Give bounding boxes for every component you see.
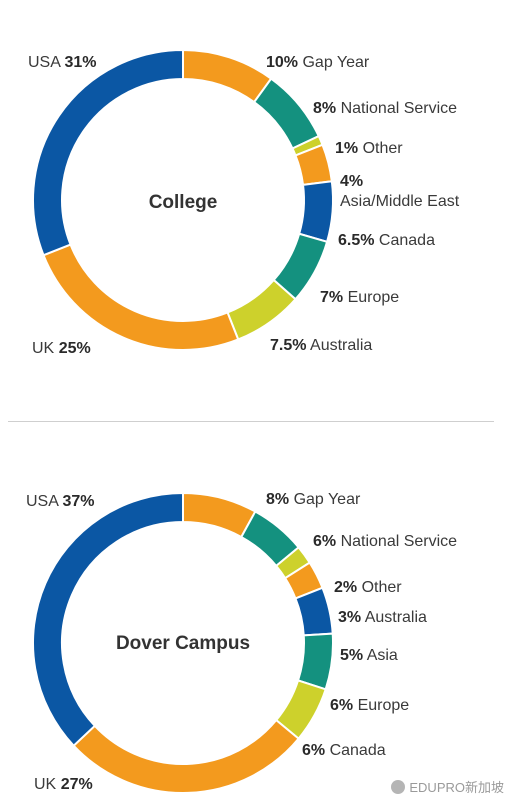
wechat-icon bbox=[391, 779, 406, 794]
dover-chart-panel: Dover Campus USA 37% 8% Gap Year 6% Nati… bbox=[0, 430, 512, 800]
dover-label-canada: 6% Canada bbox=[302, 742, 386, 759]
slice-usa bbox=[32, 491, 184, 748]
college-label-usa: USA 31% bbox=[28, 54, 97, 71]
dover-label-europe: 6% Europe bbox=[330, 697, 410, 714]
college-center-label: College bbox=[148, 192, 218, 213]
college-label-asia-pct: 4% bbox=[340, 173, 364, 190]
watermark-text: EDUPRO新加坡 bbox=[409, 780, 504, 795]
college-label-uk: UK 25% bbox=[32, 340, 91, 357]
dover-label-national-service: 6% National Service bbox=[313, 533, 458, 550]
dover-label-uk: UK 27% bbox=[34, 776, 93, 793]
section-divider bbox=[8, 421, 494, 422]
college-label-national-service: 8% National Service bbox=[313, 100, 458, 117]
slice-canada bbox=[297, 180, 334, 244]
college-label-canada: 6.5% Canada bbox=[338, 232, 435, 249]
dover-center-label: Dover Campus bbox=[115, 633, 251, 654]
college-label-gap-year: 10% Gap Year bbox=[266, 54, 370, 71]
dover-label-other: 2% Other bbox=[334, 579, 402, 596]
watermark: EDUPRO新加坡 bbox=[391, 777, 504, 796]
dover-donut-chart bbox=[32, 491, 334, 794]
slice-europe bbox=[296, 632, 334, 691]
college-chart-panel: College USA 31% 10% Gap Year 8% National… bbox=[28, 48, 460, 357]
college-label-europe: 7% Europe bbox=[320, 289, 400, 306]
slice-usa bbox=[32, 48, 184, 257]
slice-australia bbox=[226, 278, 297, 341]
slice-uk bbox=[42, 243, 240, 351]
slice-uk bbox=[72, 718, 300, 794]
slice-national-service bbox=[252, 77, 321, 150]
dover-label-usa: USA 37% bbox=[26, 493, 95, 510]
dover-label-gap-year: 8% Gap Year bbox=[266, 491, 361, 508]
college-label-other: 1% Other bbox=[335, 140, 403, 157]
college-label-australia: 7.5% Australia bbox=[270, 337, 373, 354]
college-donut-chart bbox=[32, 48, 334, 351]
slice-gap-year bbox=[182, 48, 273, 104]
dover-label-australia: 3% Australia bbox=[338, 609, 427, 626]
dover-label-asia: 5% Asia bbox=[340, 647, 398, 664]
college-label-asia-middle-east: Asia/Middle East bbox=[340, 193, 460, 210]
